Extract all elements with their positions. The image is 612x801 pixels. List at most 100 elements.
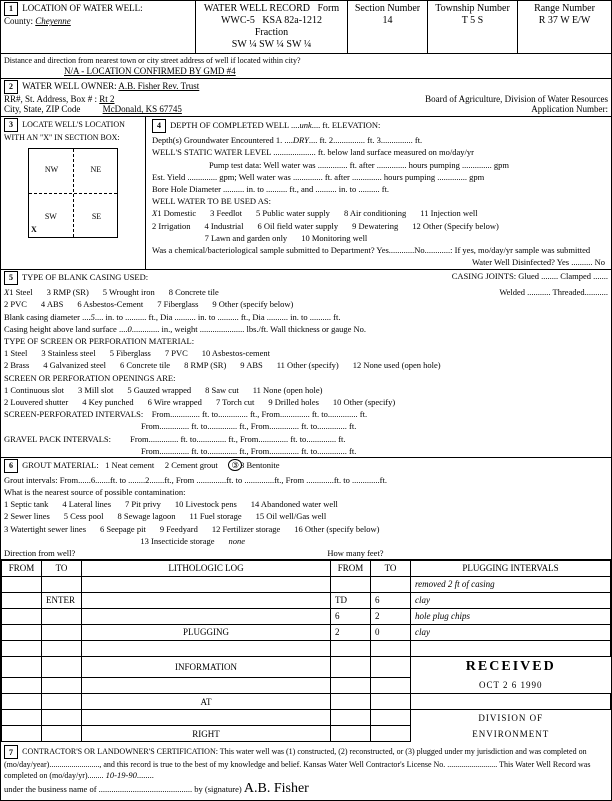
gw1: DRY	[293, 135, 309, 145]
dist-val: N/A - LOCATION CONFIRMED BY GMD #4	[4, 66, 236, 76]
appnum-label: Application Number:	[531, 104, 608, 115]
pump-hours: hours pumping	[409, 160, 460, 170]
loc-cell: 1 LOCATION OF WATER WELL: County: Cheyen…	[1, 1, 196, 53]
num-2: 2	[4, 80, 18, 94]
joints-label: CASING JOINTS: Glued ........ Clamped ..…	[452, 271, 608, 281]
table-cell	[2, 678, 42, 694]
cert-date: 10-19-90	[106, 770, 137, 780]
table-cell: removed 2 ft of casing	[411, 577, 611, 593]
table-row: 62hole plug chips	[2, 609, 611, 625]
section-val: 14	[383, 15, 393, 26]
table-cell: DIVISION OF	[411, 710, 611, 726]
table-cell	[2, 726, 42, 742]
table-cell: 6	[371, 593, 411, 609]
pump-gpm: gpm	[494, 160, 509, 170]
county-label: County:	[4, 16, 33, 26]
table-cell: RIGHT	[82, 726, 331, 742]
fraction-val: SW ¼ SW ¼ SW ¼	[232, 39, 311, 50]
fraction-cell: WATER WELL RECORD Form WWC-5 KSA 82a-121…	[196, 1, 348, 53]
sec34-row: 3 LOCATE WELL'S LOCATION WITH AN "X" IN …	[1, 117, 611, 270]
sec4-cell: 4 DEPTH OF COMPLETED WELL ....unk.... ft…	[146, 117, 611, 269]
table-cell	[42, 625, 82, 641]
num-1: 1	[4, 2, 18, 16]
table-cell: OCT 2 6 1990	[411, 678, 611, 694]
pump-after: ft. after	[350, 160, 375, 170]
table-cell	[42, 694, 82, 710]
fraction-label: Fraction	[255, 27, 288, 38]
board: Board of Agriculture, Division of Water …	[425, 94, 608, 105]
form-title: WATER WELL RECORD	[204, 3, 310, 14]
log-header-row: FROM TO LITHOLOGIC LOG FROM TO PLUGGING …	[2, 561, 611, 577]
table-cell: TD	[331, 593, 371, 609]
sec7: 7 CONTRACTOR'S OR LANDOWNER'S CERTIFICAT…	[1, 742, 611, 800]
township-label: Township Number	[435, 3, 510, 14]
addr-val: Rt 2	[99, 94, 114, 104]
page: 1 LOCATION OF WATER WELL: County: Cheyen…	[0, 0, 612, 801]
table-cell	[331, 577, 371, 593]
table-cell	[411, 641, 611, 657]
depth-val: unk	[300, 120, 312, 130]
sec2-label: WATER WELL OWNER:	[22, 81, 116, 91]
num-7: 7	[4, 745, 18, 759]
table-cell: 2	[331, 625, 371, 641]
table-cell	[82, 641, 331, 657]
table-cell	[42, 657, 82, 678]
contam-val: none	[229, 536, 246, 546]
section-box: NW NE SW SE X	[28, 148, 118, 238]
table-cell: RECEIVED	[411, 657, 611, 678]
table-row: RIGHT ENVIRONMENT	[2, 726, 611, 742]
township-val: T 5 S	[462, 15, 484, 26]
no: No	[595, 257, 605, 267]
table-cell	[82, 593, 331, 609]
range-val: R 37 W E/W	[539, 15, 591, 26]
city-label: City, State, ZIP Code	[4, 104, 80, 114]
table-cell	[82, 609, 331, 625]
table-row: PLUGGING20clay	[2, 625, 611, 641]
form-ksa: KSA 82a-1212	[262, 15, 322, 26]
sec2-row: 2 WATER WELL OWNER: A.B. Fisher Rev. Tru…	[1, 79, 611, 118]
table-cell	[331, 726, 371, 742]
table-cell: AT	[82, 694, 331, 710]
addr-label: RR#, St. Address, Box # :	[4, 94, 97, 104]
chem-label: Was a chemical/bacteriological sample su…	[149, 244, 608, 256]
sec3-label: LOCATE WELL'S LOCATION WITH AN "X" IN SE…	[4, 120, 125, 142]
sec2-cell: 2 WATER WELL OWNER: A.B. Fisher Rev. Tru…	[1, 79, 611, 117]
sec3-cell: 3 LOCATE WELL'S LOCATION WITH AN "X" IN …	[1, 117, 146, 269]
table-cell	[371, 726, 411, 742]
table-cell	[371, 678, 411, 694]
table-cell	[2, 641, 42, 657]
table-cell: INFORMATION	[82, 657, 331, 678]
static-label: WELL'S STATIC WATER LEVEL	[152, 147, 271, 157]
table-cell	[2, 625, 42, 641]
use-options: X1 Domestic 3 Feedlot 5 Public water sup…	[149, 207, 608, 219]
nw: NW	[45, 165, 58, 175]
bore-label: Bore Hole Diameter	[152, 184, 221, 194]
sec5: 5 TYPE OF BLANK CASING USED: CASING JOIN…	[1, 270, 611, 458]
sec5-label: TYPE OF BLANK CASING USED:	[22, 272, 148, 282]
signature: A.B. Fisher	[244, 781, 309, 796]
table-cell	[371, 694, 411, 710]
table-cell	[82, 710, 331, 726]
num-5: 5	[4, 271, 18, 285]
table-cell	[371, 641, 411, 657]
cert-text: CONTRACTOR'S OR LANDOWNER'S CERTIFICATIO…	[4, 748, 590, 780]
table-row: AT	[2, 694, 611, 710]
table-row: ENTERTD6clay	[2, 593, 611, 609]
table-cell	[42, 641, 82, 657]
table-row: removed 2 ft of casing	[2, 577, 611, 593]
table-cell: clay	[411, 625, 611, 641]
table-cell	[371, 577, 411, 593]
table-cell: ENVIRONMENT	[411, 726, 611, 742]
table-row: INFORMATION RECEIVED	[2, 657, 611, 678]
township-cell: Township Number T 5 S	[428, 1, 518, 53]
table-cell: clay	[411, 593, 611, 609]
section-label: Section Number	[355, 3, 420, 14]
range-label: Range Number	[534, 3, 595, 14]
use-label: WELL WATER TO BE USED AS:	[152, 196, 271, 206]
table-cell	[331, 641, 371, 657]
dist-cell: Distance and direction from nearest town…	[1, 54, 611, 78]
num-3: 3	[4, 118, 18, 132]
table-cell	[2, 593, 42, 609]
owner-val: A.B. Fisher Rev. Trust	[118, 81, 199, 91]
est-gpm: gpm; Well water was	[219, 172, 291, 182]
